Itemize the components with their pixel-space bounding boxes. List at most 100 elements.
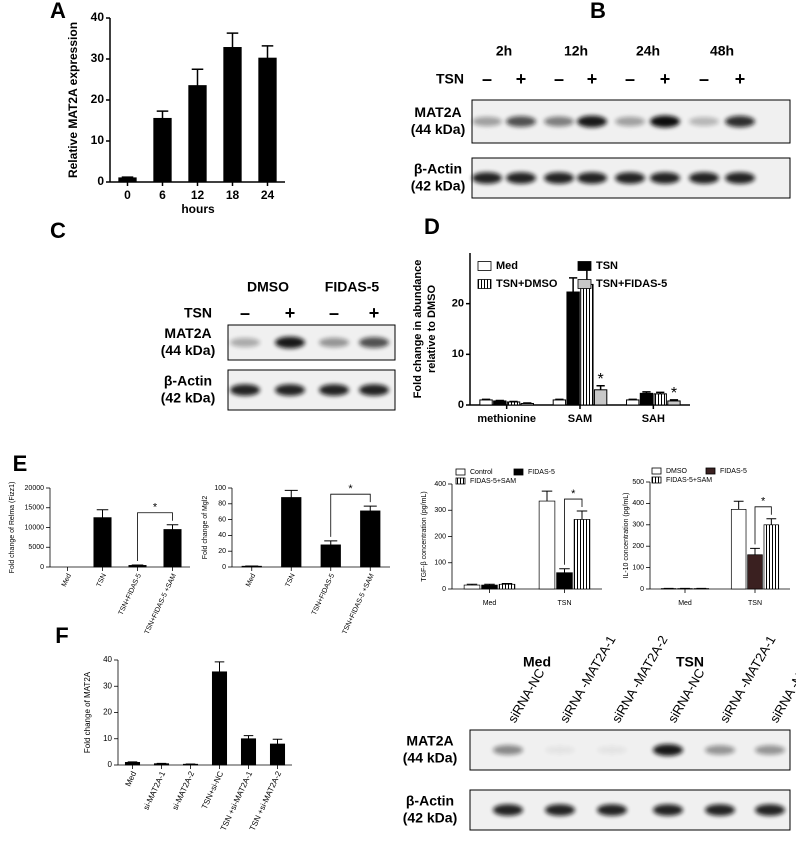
legend-swatch	[651, 476, 662, 484]
protein-label: β-Actin	[414, 161, 462, 177]
x-tick-label: TSN	[284, 573, 296, 589]
x-tick-label: TSN	[748, 600, 762, 607]
panel-letter: C	[50, 218, 66, 243]
error-bar	[214, 661, 225, 672]
y-axis-label: IL-10 concentration (pg/mL)	[623, 493, 630, 579]
lane-label: siRNA -MAT2A-1	[557, 633, 619, 725]
error-bar	[596, 384, 605, 390]
x-tick-label: Med	[678, 600, 692, 607]
legend-label: TSN+FIDAS-5	[596, 278, 667, 290]
blot-band	[230, 384, 260, 396]
legend-label: Control	[470, 469, 493, 476]
annotation: *	[761, 496, 766, 508]
protein-label: MAT2A	[164, 325, 211, 341]
blot-band	[319, 384, 349, 396]
blot-membrane	[469, 729, 791, 771]
legend-swatch	[651, 467, 662, 475]
protein-label: MAT2A	[406, 733, 453, 749]
error-bar	[226, 32, 239, 48]
blot-band	[359, 337, 389, 348]
bar	[128, 565, 147, 568]
legend-swatch	[455, 468, 466, 476]
bar	[639, 392, 654, 406]
y-tick-label: 20	[91, 92, 105, 106]
error-bar	[96, 509, 109, 518]
x-tick-label: Med	[245, 573, 257, 588]
x-tick-label: TSN +si-MAT2A-2	[248, 769, 284, 832]
bar	[593, 389, 608, 406]
y-tick-label: 400	[632, 500, 644, 507]
x-tick-label: Med	[61, 573, 73, 588]
error-bar	[555, 398, 564, 401]
blot-band	[725, 172, 755, 184]
blot-band	[705, 745, 735, 755]
blot-band	[493, 745, 523, 755]
y-tick-label: 10000	[25, 524, 45, 531]
y-tick-label: 40	[103, 655, 112, 664]
protein-size: (42 kDa)	[411, 178, 465, 194]
bar	[211, 671, 228, 766]
treatment-sign: +	[660, 69, 671, 89]
significance-bracket	[330, 493, 371, 537]
y-tick-label: 30	[103, 681, 112, 690]
y-tick-label: 100	[632, 564, 644, 571]
blot-band	[653, 804, 683, 816]
error-bar	[481, 398, 491, 401]
x-tick-label: si-MAT2A-1	[141, 769, 167, 811]
error-bar	[284, 489, 298, 498]
panel-letter: A	[50, 0, 66, 23]
error-bar	[628, 398, 637, 401]
error-bar	[576, 510, 588, 520]
error-bar	[559, 568, 570, 573]
significance-bracket	[137, 512, 173, 562]
bar	[498, 583, 516, 590]
error-bar	[166, 524, 179, 530]
bar	[153, 117, 172, 183]
error-bar	[541, 490, 553, 502]
treatment-label: TSN	[436, 71, 464, 87]
y-tick-label: 0	[222, 564, 226, 571]
blot-band	[544, 116, 574, 127]
blot-band	[275, 384, 305, 396]
legend-label: FIDAS-5	[720, 468, 747, 475]
annotation: *	[348, 483, 353, 495]
bar	[118, 177, 137, 183]
bar	[626, 399, 640, 406]
y-axis-label: Relative MAT2A expression	[66, 22, 80, 178]
y-tick-label: 200	[434, 533, 446, 540]
annotation: *	[671, 385, 677, 402]
x-tick-label: 6	[159, 188, 166, 202]
protein-label: β-Actin	[164, 373, 212, 389]
blot-band	[275, 336, 305, 349]
lane-group-label: 2h	[496, 43, 512, 59]
protein-label: β-Actin	[406, 793, 454, 809]
blot-band	[545, 804, 575, 816]
blot-band	[472, 116, 502, 127]
x-tick-label: si-MAT2A-2	[170, 769, 196, 811]
error-bar	[156, 110, 169, 119]
bar	[552, 399, 567, 406]
bar	[240, 738, 257, 766]
lane-group-label: Med	[523, 654, 551, 670]
significance-bracket	[564, 498, 583, 565]
y-tick-label: 5000	[28, 544, 44, 551]
bar	[506, 401, 521, 406]
legend-swatch	[455, 477, 466, 485]
x-tick-label: TSN	[558, 600, 572, 607]
error-bar	[642, 391, 651, 394]
legend-label: TSN+DMSO	[496, 278, 558, 290]
error-bar	[121, 176, 134, 178]
error-bar	[750, 547, 760, 555]
protein-size: (42 kDa)	[161, 390, 215, 406]
legend-swatch	[513, 468, 524, 476]
bar	[479, 399, 493, 406]
panel-letter: F	[55, 623, 68, 648]
y-tick-label: 500	[632, 479, 644, 486]
x-tick-label: 18	[226, 188, 240, 202]
bar	[223, 47, 242, 183]
bar	[763, 524, 780, 590]
error-bar	[733, 500, 744, 510]
x-tick-label: Med	[483, 600, 497, 607]
error-bar	[656, 391, 665, 394]
